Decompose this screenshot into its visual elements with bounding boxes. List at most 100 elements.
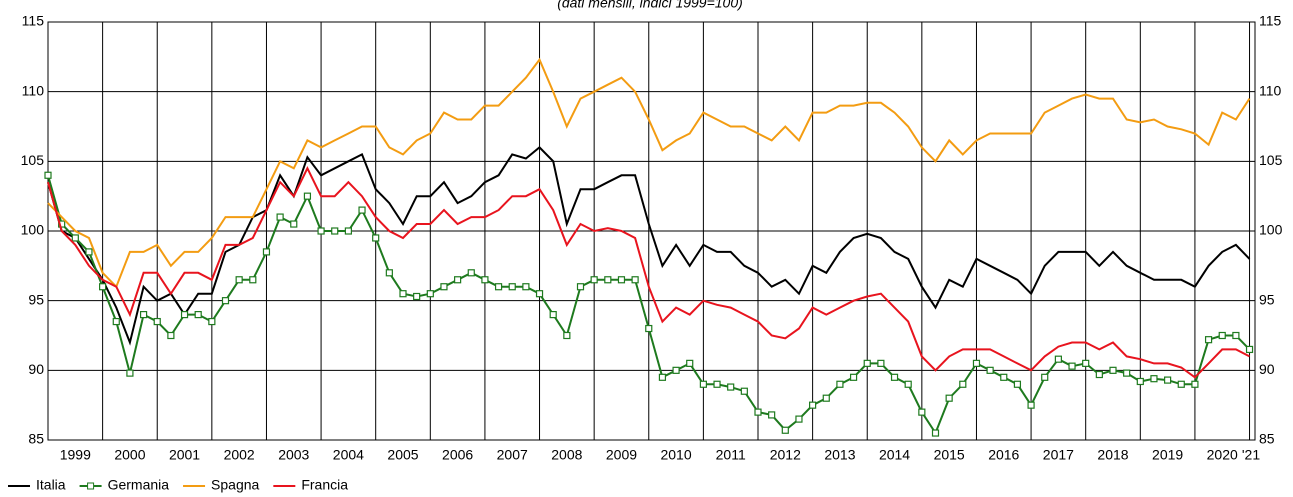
series-marker (71, 234, 79, 242)
series-line (47, 166, 1250, 379)
series-marker (372, 234, 380, 242)
series-marker (1204, 336, 1213, 344)
series-marker (890, 373, 899, 381)
series-marker (740, 387, 748, 395)
series-marker (1232, 331, 1240, 340)
series-marker (139, 311, 148, 319)
y2-tick-label: 110 (1259, 82, 1282, 98)
series-marker (112, 317, 120, 326)
series-marker (1150, 375, 1158, 383)
series-marker (1095, 370, 1103, 379)
series-marker (590, 276, 598, 284)
series-marker (153, 317, 161, 326)
legend-label: Italia (36, 477, 66, 493)
x-tick-label: 2011 (716, 447, 746, 463)
series-marker (809, 401, 817, 409)
series-marker (768, 411, 776, 419)
series-marker (549, 311, 557, 319)
series-marker (945, 394, 953, 402)
series-marker (986, 366, 994, 374)
series-marker (672, 366, 680, 374)
series-marker (972, 359, 981, 367)
series-marker (317, 227, 325, 235)
y-tick-label: 95 (28, 291, 44, 307)
y-tick-label: 100 (21, 222, 45, 238)
series-marker (1245, 345, 1254, 354)
series-marker (1041, 373, 1049, 381)
y2-tick-label: 100 (1259, 222, 1283, 238)
series-marker (686, 359, 694, 367)
series-marker (1000, 373, 1008, 381)
series-marker (399, 290, 407, 298)
series-marker (1068, 362, 1076, 370)
series-marker (795, 415, 803, 423)
series-marker (931, 429, 940, 437)
series-marker (126, 369, 134, 377)
series-marker (904, 380, 912, 388)
x-tick-label: 2006 (442, 447, 473, 463)
series-marker (1177, 380, 1185, 388)
x-tick-label: 2014 (879, 447, 910, 463)
x-tick-label: 2019 (1152, 447, 1183, 463)
y-tick-label: 115 (22, 13, 45, 29)
x-tick-label: 2007 (497, 447, 528, 463)
series-marker (699, 380, 707, 388)
series-marker (481, 276, 489, 284)
x-tick-label: 2009 (606, 447, 637, 463)
series-marker (877, 359, 885, 367)
series-marker (235, 276, 243, 284)
series-marker (167, 331, 175, 340)
y2-tick-label: 105 (1259, 152, 1283, 168)
series-marker (727, 383, 735, 391)
x-tick-label: 2015 (934, 447, 965, 463)
series-marker (754, 408, 762, 416)
series-marker (194, 311, 202, 319)
series-marker (426, 290, 434, 298)
x-tick-label: 2016 (988, 447, 1019, 463)
series-marker (276, 213, 284, 221)
series-marker (1136, 377, 1144, 386)
series-marker (44, 171, 52, 179)
series-marker (863, 359, 871, 367)
series-marker (1027, 401, 1035, 409)
x-tick-label: 2013 (824, 447, 855, 463)
series-marker (836, 380, 844, 388)
series-marker (385, 269, 393, 277)
series-marker (290, 220, 298, 228)
series-marker (208, 317, 216, 326)
series-marker (1218, 331, 1226, 340)
series-marker (781, 426, 789, 434)
series-marker (221, 297, 230, 305)
x-tick-label: 2017 (1043, 447, 1074, 463)
series-marker (631, 276, 639, 284)
series-marker (658, 373, 667, 381)
series-marker (1013, 380, 1022, 388)
x-tick-label: 2002 (224, 447, 255, 463)
series-marker (822, 394, 830, 402)
series-marker (1123, 369, 1131, 377)
plot-frame (47, 21, 1256, 441)
series-marker (645, 324, 653, 333)
series-line (47, 146, 1251, 346)
series-marker (262, 248, 271, 256)
x-tick-label: '21 (1242, 447, 1260, 463)
y-tick-label: 110 (22, 82, 45, 98)
x-tick-label: 2020 (1207, 447, 1238, 463)
series-marker (467, 269, 475, 277)
series-marker (58, 220, 66, 228)
x-tick-label: 2010 (660, 447, 691, 463)
y2-tick-label: 95 (1259, 291, 1275, 307)
x-tick-label: 2004 (333, 447, 364, 463)
series-marker (358, 206, 366, 214)
series-marker (331, 227, 339, 235)
series-marker (604, 276, 612, 284)
y2-tick-label: 115 (1259, 13, 1282, 29)
series-marker (918, 408, 926, 416)
series-marker (99, 283, 107, 291)
series-marker (1054, 355, 1062, 363)
x-tick-label: 2003 (278, 447, 309, 463)
x-tick-label: 2008 (551, 447, 582, 463)
chart-title: (dati mensili, indici 1999=100) (557, 0, 743, 11)
y-tick-label: 90 (28, 361, 44, 377)
x-tick-label: 2000 (114, 447, 145, 463)
